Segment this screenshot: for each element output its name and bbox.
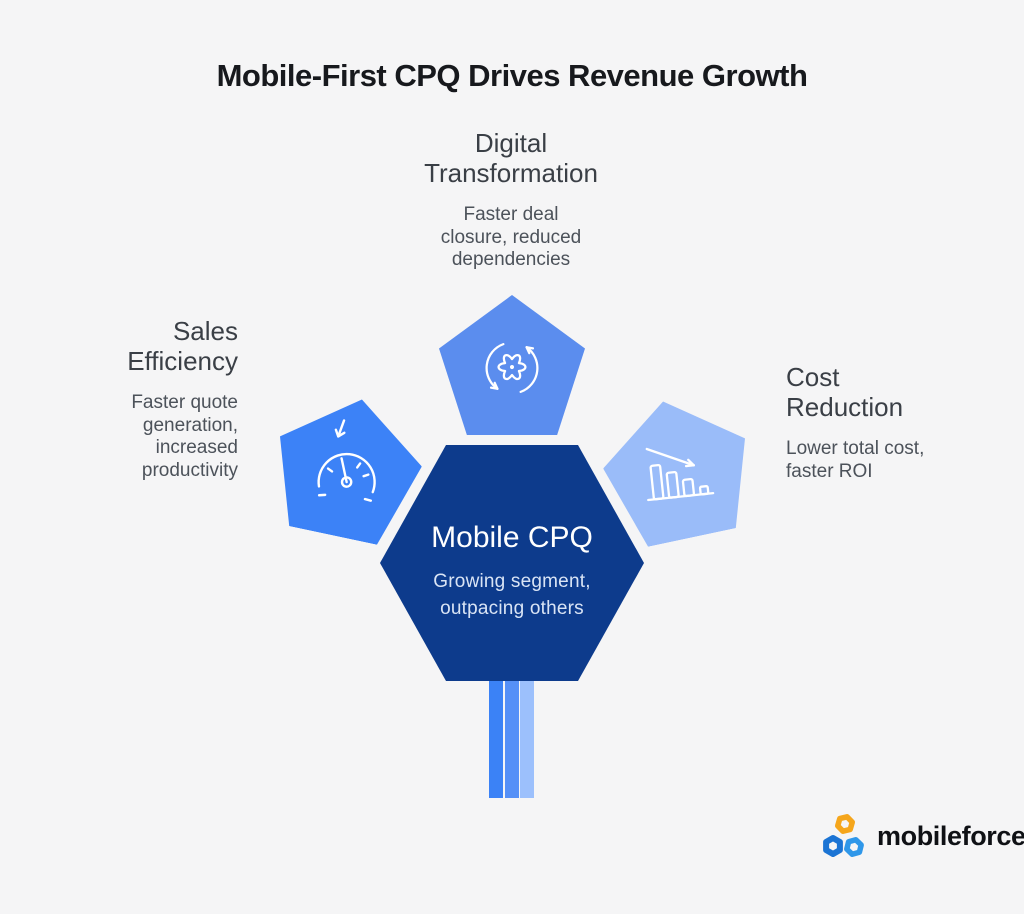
sales-efficiency-text-block: Sales Efficiency Faster quote generation… <box>0 316 238 482</box>
cost-reduction-pentagon <box>592 386 763 552</box>
sync-gear-icon <box>485 342 539 394</box>
sales-efficiency-pentagon <box>262 384 433 550</box>
hexagon-subtitle: Growing segment, outpacing others <box>433 571 591 619</box>
mobileforce-logo-text: mobileforce <box>877 820 1024 851</box>
digital-transformation-heading: Digital Transformation <box>424 128 598 188</box>
page-title: Mobile-First CPQ Drives Revenue Growth <box>216 58 808 93</box>
mobileforce-logo-icon <box>823 814 864 858</box>
digital-transformation-description: Faster deal closure, reduced dependencie… <box>440 204 582 270</box>
sales-efficiency-description: Faster quote generation, increased produ… <box>131 392 238 481</box>
stem-stripe-left <box>489 672 503 798</box>
stem-stripe-right <box>520 672 534 798</box>
cost-reduction-description: Lower total cost, faster ROI <box>786 438 925 482</box>
hexagon-title: Mobile CPQ <box>431 521 593 554</box>
digital-transformation-pentagon <box>439 295 585 435</box>
stem-stripes <box>489 672 535 798</box>
mobile-cpq-hexagon: Mobile CPQ Growing segment, outpacing ot… <box>380 445 644 681</box>
cost-reduction-heading: Cost Reduction <box>786 362 904 422</box>
stem-stripe-middle <box>504 672 519 798</box>
digital-transformation-text-block: Digital Transformation Faster deal closu… <box>341 128 681 272</box>
sales-efficiency-heading: Sales Efficiency <box>127 316 238 376</box>
cost-reduction-text-block: Cost Reduction Lower total cost, faster … <box>786 362 1016 483</box>
declining-bar-chart-icon <box>624 415 730 521</box>
speedometer-icon <box>293 411 403 521</box>
mobileforce-logo: mobileforce <box>820 810 1024 862</box>
